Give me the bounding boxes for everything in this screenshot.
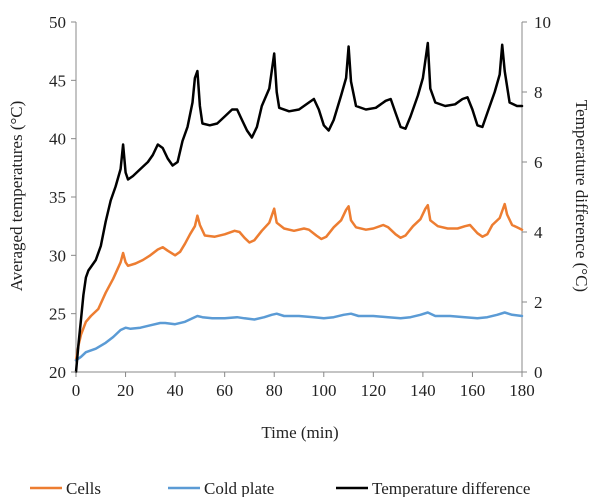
series-line-temperature-difference: [74, 41, 524, 374]
x-tick-label: 60: [216, 381, 233, 400]
y-right-tick-label: 8: [534, 83, 543, 102]
y-left-tick-label: 35: [49, 188, 66, 207]
y-left-tick-label: 40: [49, 130, 66, 149]
legend: Cells Cold plate Temperature difference: [30, 479, 530, 497]
ticks-layer: 0 20 40 60 80 100 120 140 160 180 20 25 30 35 40 45 50 0 2…: [49, 13, 551, 400]
y-right-tick-label: 4: [534, 223, 543, 242]
y-left-tick-label: 45: [49, 71, 66, 90]
legend-label-temperature-difference: Temperature difference: [372, 479, 530, 497]
series-layer: [74, 41, 524, 374]
x-tick-label: 120: [361, 381, 387, 400]
y-left-tick-label: 30: [49, 246, 66, 265]
x-tick-label: 160: [460, 381, 486, 400]
x-tick-label: 100: [311, 381, 337, 400]
series-line-cold-plate: [74, 311, 524, 362]
y-right-tick-label: 2: [534, 293, 543, 312]
y-right-tick-label: 6: [534, 153, 543, 172]
y-right-tick-label: 10: [534, 13, 551, 32]
x-tick-label: 140: [410, 381, 436, 400]
y-axis-right-title: Temperature difference (°C): [572, 100, 591, 292]
axes-layer: [75, 22, 523, 373]
x-tick-label: 80: [266, 381, 283, 400]
series-line-cells: [74, 202, 524, 362]
x-tick-label: 0: [72, 381, 81, 400]
x-axis-title: Time (min): [261, 423, 338, 442]
legend-label-cells: Cells: [66, 479, 101, 497]
y-axis-left-title: Averaged temperatures (°C): [7, 101, 26, 292]
x-tick-label: 180: [509, 381, 535, 400]
y-left-tick-label: 50: [49, 13, 66, 32]
y-right-tick-label: 0: [534, 363, 543, 382]
y-left-tick-label: 25: [49, 305, 66, 324]
y-left-tick-label: 20: [49, 363, 66, 382]
x-tick-label: 40: [167, 381, 184, 400]
x-tick-label: 20: [117, 381, 134, 400]
legend-label-cold-plate: Cold plate: [204, 479, 274, 497]
